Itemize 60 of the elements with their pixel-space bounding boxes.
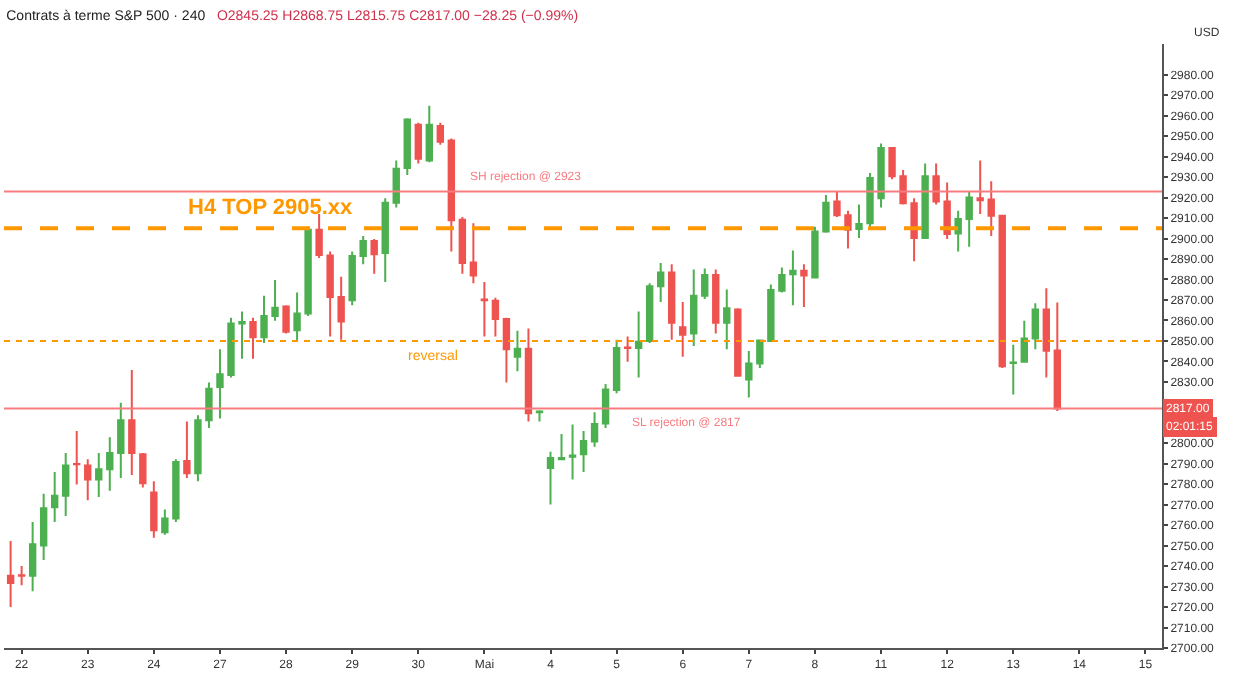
- candlestick: [381, 197, 389, 283]
- candlestick: [84, 458, 92, 502]
- candlestick: [469, 222, 478, 285]
- candlestick: [425, 104, 433, 164]
- candlestick: [1031, 302, 1039, 351]
- candlestick: [458, 216, 467, 275]
- candlestick: [1020, 319, 1028, 363]
- candlestick: [1042, 287, 1050, 379]
- candlestick: [800, 263, 808, 309]
- candlestick: [921, 162, 929, 239]
- candlestick: [106, 436, 114, 492]
- candlestick: [535, 409, 544, 423]
- candlestick: [701, 267, 709, 300]
- candlestick: [1009, 343, 1017, 396]
- candlestick: [403, 117, 411, 177]
- candlestick: [95, 451, 103, 498]
- candlestick: [73, 429, 81, 486]
- candlestick: [998, 214, 1006, 370]
- candlestick: [601, 382, 610, 429]
- candlestick: [557, 433, 566, 461]
- ref-line-label: H4 TOP 2905.xx: [188, 196, 355, 220]
- candlestick: [249, 316, 257, 360]
- candlestick: [734, 307, 742, 378]
- candlestick: [656, 262, 665, 303]
- candlestick: [524, 327, 533, 423]
- candlestick: [976, 159, 984, 215]
- candlestick: [62, 451, 70, 517]
- candlestick: [414, 121, 422, 165]
- candlestick: [612, 338, 621, 395]
- candlestick: [634, 310, 643, 379]
- candlestick: [546, 450, 555, 506]
- candlestick: [6, 540, 15, 609]
- candlestick: [723, 288, 731, 351]
- candlestick: [668, 263, 676, 341]
- candlestick: [712, 268, 720, 335]
- candlestick: [28, 521, 37, 593]
- candlestick: [436, 121, 445, 146]
- candlestick: [502, 316, 511, 384]
- candlestick: [1053, 301, 1062, 412]
- candlestick: [282, 304, 290, 335]
- candlestick: [183, 420, 191, 480]
- candlestick: [645, 282, 654, 344]
- candlestick: [447, 137, 456, 253]
- candlestick: [480, 280, 489, 338]
- candlestick: [150, 480, 158, 539]
- candlestick: [590, 411, 599, 448]
- candlestick: [370, 238, 378, 275]
- candlestick: [690, 268, 698, 347]
- candlestick: [392, 159, 400, 209]
- candlestick: [39, 492, 48, 561]
- candlestick: [679, 300, 687, 358]
- candlestick: [513, 329, 522, 373]
- candlestick: [568, 423, 577, 481]
- candlestick: [579, 429, 588, 473]
- candlestick: [117, 401, 125, 480]
- candlestick: [50, 470, 59, 524]
- candlestick: [491, 296, 500, 338]
- candlestick: [17, 565, 26, 587]
- candlestick: [623, 335, 632, 363]
- candlestick: [987, 180, 995, 238]
